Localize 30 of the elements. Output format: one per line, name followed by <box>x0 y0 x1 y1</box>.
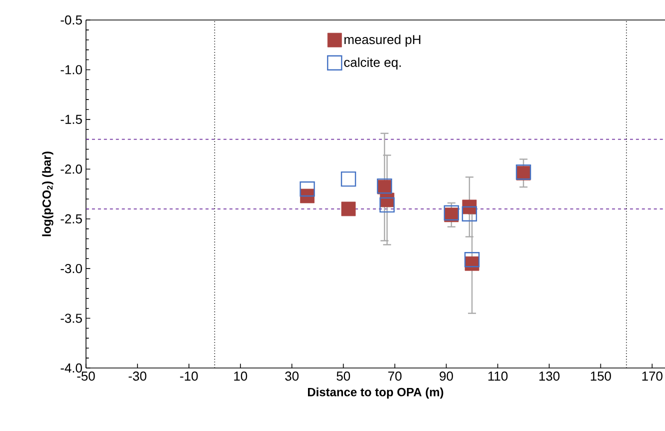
x-tick-label: 30 <box>285 372 299 381</box>
point <box>379 197 395 213</box>
y-tick-label: -2.5 <box>60 214 82 224</box>
y-tick-label: -3.5 <box>60 314 82 323</box>
y-tick-label: -3.0 <box>60 264 82 274</box>
y-tick-label: -1.5 <box>60 114 82 124</box>
x-tick-label: 110 <box>488 372 508 381</box>
x-tick-label: -50 <box>77 372 95 381</box>
x-tick-label: 90 <box>440 372 453 381</box>
x-tick-label: 70 <box>388 372 402 381</box>
x-tick-label: 50 <box>336 372 350 381</box>
x-tick-label: -10 <box>180 372 198 381</box>
point <box>462 206 478 222</box>
y-tick-label: -1.0 <box>60 65 82 74</box>
point <box>464 252 480 268</box>
x-tick-label: 130 <box>539 372 560 381</box>
x-tick-label: -30 <box>128 372 146 381</box>
y-tick-label: -2.0 <box>60 164 82 174</box>
y-tick-label: -0.5 <box>60 15 82 25</box>
x-tick-label: 10 <box>234 372 248 381</box>
y-axis-title: log(pCO$_{2}$) (bar) <box>42 152 54 236</box>
point <box>300 181 315 197</box>
point <box>340 171 356 187</box>
x-axis-title: Distance to top OPA (m) <box>308 388 444 399</box>
x-tick-label: 150 <box>590 372 611 381</box>
y-tick-label: -4.0 <box>60 363 82 373</box>
point <box>341 202 356 216</box>
legend-label: calcite eq. <box>344 57 401 70</box>
x-tick-label: 170 <box>642 372 662 381</box>
legend-label: measured pH <box>344 34 420 47</box>
